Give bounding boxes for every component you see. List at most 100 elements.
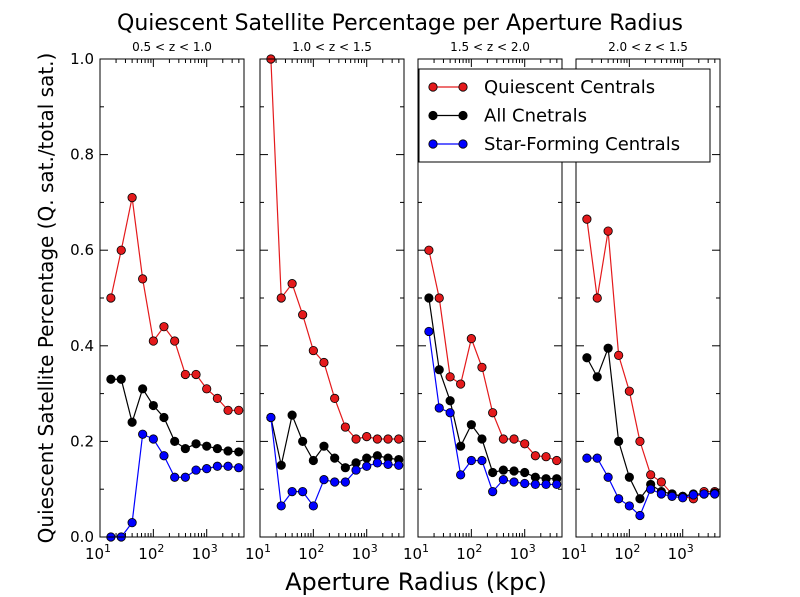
data-point-all-cnetrals <box>340 463 350 473</box>
data-point-quiescent-centrals <box>394 434 404 444</box>
data-point-star-forming-centrals <box>688 490 698 500</box>
data-point-quiescent-centrals <box>202 384 212 394</box>
data-point-quiescent-centrals <box>520 439 530 449</box>
data-point-star-forming-centrals <box>223 461 233 471</box>
data-point-star-forming-centrals <box>234 463 244 473</box>
data-point-star-forming-centrals <box>520 478 530 489</box>
data-point-quiescent-centrals <box>445 372 455 382</box>
y-tick-label: 0.2 <box>70 432 94 450</box>
data-point-star-forming-centrals <box>159 451 169 461</box>
legend-marker <box>458 110 468 121</box>
data-point-all-cnetrals <box>603 343 613 353</box>
data-point-star-forming-centrals <box>509 477 519 487</box>
panel-frame <box>575 58 721 538</box>
data-point-all-cnetrals <box>477 434 487 444</box>
y-tick-label: 0.4 <box>70 337 94 355</box>
y-tick-label: 1.0 <box>70 50 94 68</box>
legend-marker <box>458 139 468 149</box>
x-tick-exponent: 1 <box>264 542 271 555</box>
x-tick-label: 102 <box>456 542 482 563</box>
data-point-quiescent-centrals <box>138 274 148 284</box>
data-point-quiescent-centrals <box>223 405 233 415</box>
x-tick-exponent: 2 <box>475 542 482 555</box>
legend-marker <box>428 110 438 121</box>
legend-marker <box>458 82 468 92</box>
data-point-all-cnetrals <box>148 400 158 411</box>
data-point-star-forming-centrals <box>498 475 508 485</box>
panel-label: 1.0 < z < 1.5 <box>292 40 372 54</box>
data-point-star-forming-centrals <box>552 479 562 490</box>
panel-series <box>266 54 404 511</box>
data-point-all-cnetrals <box>592 372 602 382</box>
x-tick-exponent: 3 <box>211 542 218 555</box>
panel-label: 0.5 < z < 1.0 <box>132 40 212 54</box>
series-line-quiescent-centrals <box>586 219 715 500</box>
data-point-quiescent-centrals <box>234 405 244 415</box>
data-point-all-cnetrals <box>116 374 126 384</box>
data-point-all-cnetrals <box>582 353 592 363</box>
data-point-star-forming-centrals <box>456 470 466 480</box>
y-axis-label: Quiescent Satellite Percentage (Q. sat./… <box>34 53 58 544</box>
x-tick-base: 10 <box>245 545 264 563</box>
data-point-quiescent-centrals <box>351 434 361 444</box>
data-point-quiescent-centrals <box>424 245 434 255</box>
data-point-star-forming-centrals <box>127 518 137 528</box>
data-point-all-cnetrals <box>614 436 624 446</box>
data-point-star-forming-centrals <box>582 453 592 463</box>
data-point-star-forming-centrals <box>699 489 709 499</box>
x-tick-base: 10 <box>138 545 157 563</box>
data-point-all-cnetrals <box>319 441 329 451</box>
data-point-all-cnetrals <box>509 466 519 476</box>
legend-marker <box>428 82 438 92</box>
x-tick-base: 10 <box>352 545 371 563</box>
data-point-quiescent-centrals <box>434 293 444 303</box>
data-point-quiescent-centrals <box>116 245 126 255</box>
x-tick-base: 10 <box>614 545 633 563</box>
x-tick-exponent: 2 <box>317 542 324 555</box>
x-tick-base: 10 <box>85 545 104 563</box>
data-point-star-forming-centrals <box>488 486 498 497</box>
data-point-star-forming-centrals <box>445 408 455 418</box>
data-point-star-forming-centrals <box>592 453 602 463</box>
data-point-all-cnetrals <box>308 455 318 466</box>
data-point-quiescent-centrals <box>624 386 634 396</box>
data-point-quiescent-centrals <box>191 369 201 380</box>
x-tick-label: 103 <box>352 542 378 563</box>
panel-frame <box>417 58 563 538</box>
legend-marker <box>428 139 438 149</box>
x-tick-base: 10 <box>561 545 580 563</box>
data-point-quiescent-centrals <box>592 293 602 303</box>
data-point-star-forming-centrals <box>266 412 276 423</box>
legend-label-quiescent-centrals: Quiescent Centrals <box>484 77 655 98</box>
legend-label-star-forming-centrals: Star-Forming Centrals <box>484 134 680 155</box>
data-point-star-forming-centrals <box>710 489 720 499</box>
data-point-quiescent-centrals <box>148 336 158 346</box>
data-point-all-cnetrals <box>466 420 476 430</box>
data-point-star-forming-centrals <box>541 479 551 490</box>
x-tick-label: 101 <box>403 542 429 563</box>
x-tick-exponent: 1 <box>580 542 587 555</box>
data-point-quiescent-centrals <box>212 393 222 403</box>
series-line-quiescent-centrals <box>270 58 399 440</box>
data-point-all-cnetrals <box>191 439 201 449</box>
panel-label: 2.0 < z < 1.5 <box>608 40 688 54</box>
data-point-all-cnetrals <box>234 447 244 457</box>
data-point-quiescent-centrals <box>582 214 592 224</box>
data-point-quiescent-centrals <box>287 279 297 289</box>
data-point-star-forming-centrals <box>138 429 148 439</box>
x-tick-base: 10 <box>668 545 687 563</box>
series-line-quiescent-centrals <box>428 250 557 462</box>
data-point-all-cnetrals <box>127 417 137 427</box>
data-point-star-forming-centrals <box>170 472 180 482</box>
data-point-star-forming-centrals <box>298 486 308 497</box>
data-point-star-forming-centrals <box>466 455 476 466</box>
x-tick-base: 10 <box>298 545 317 563</box>
data-point-star-forming-centrals <box>351 465 361 475</box>
data-point-all-cnetrals <box>362 453 372 463</box>
x-tick-label: 101 <box>561 542 587 563</box>
data-point-quiescent-centrals <box>362 432 372 442</box>
data-point-star-forming-centrals <box>477 455 487 466</box>
data-point-all-cnetrals <box>159 412 169 423</box>
